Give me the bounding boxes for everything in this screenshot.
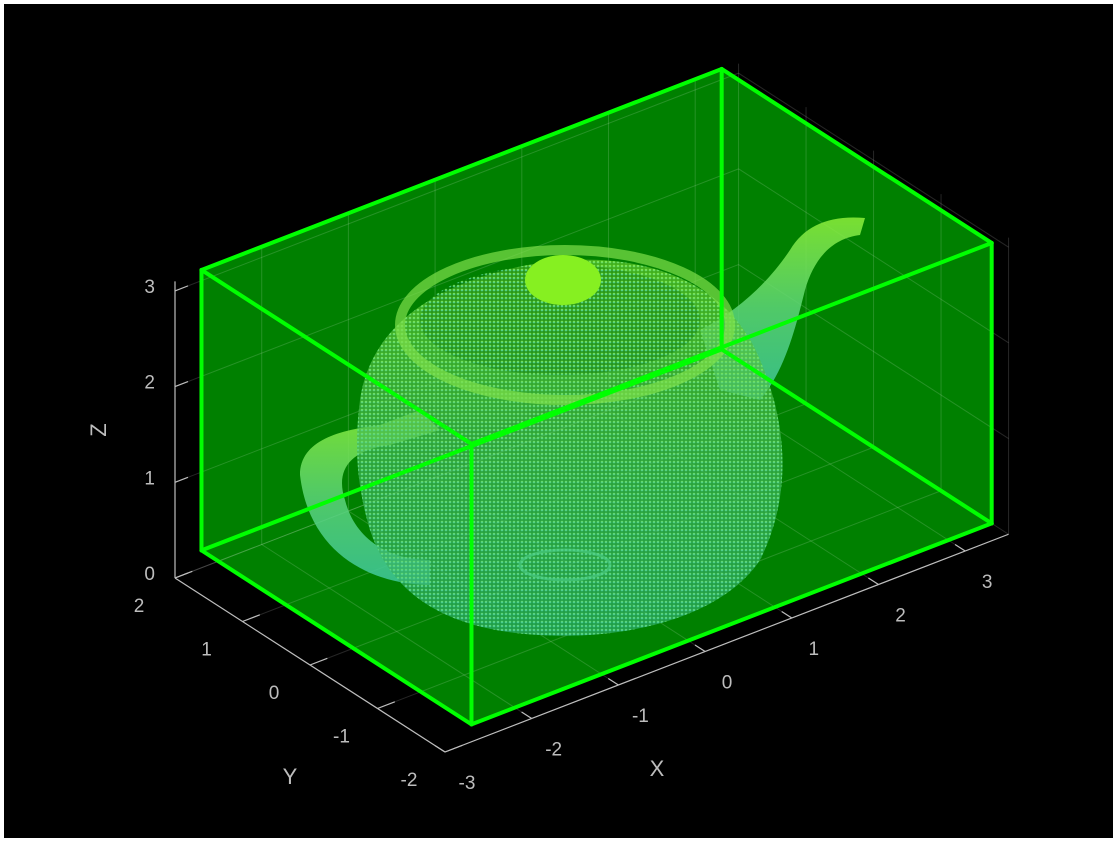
roi-edge — [199, 548, 474, 727]
x-tick — [521, 711, 533, 720]
x-tick-label: -2 — [545, 740, 562, 761]
grid-line — [174, 168, 739, 388]
y-tick — [444, 744, 463, 753]
x-tick — [954, 543, 966, 552]
y-tick-label: -1 — [333, 727, 350, 748]
front-layer: -3 -2 -1 0 1 2 3 -2 -1 0 1 2 0 1 2 3 — [134, 66, 1009, 794]
z-tick — [174, 476, 189, 483]
grid-line — [738, 72, 1009, 248]
x-tick — [868, 577, 879, 586]
x-tick — [781, 610, 793, 619]
x-tick-label: -1 — [632, 706, 649, 727]
x-tick — [434, 744, 446, 753]
x-tick — [694, 644, 706, 653]
grid-line — [738, 168, 1009, 344]
z-tick — [174, 572, 189, 579]
roi-edge — [469, 521, 994, 727]
x-tick-label: 0 — [722, 673, 733, 694]
z-axis-label: Z — [86, 423, 111, 436]
y-tick-label: -2 — [401, 770, 418, 791]
x-tick-label: 2 — [895, 606, 906, 627]
roi-edge — [199, 267, 474, 446]
z-tick-label: 0 — [144, 564, 155, 585]
x-tick-label: 3 — [982, 572, 993, 593]
y-tick-label: 2 — [134, 596, 145, 617]
y-tick — [309, 657, 328, 666]
roi-edge — [719, 66, 994, 245]
roi-edge — [199, 347, 724, 553]
x-tick — [607, 677, 619, 686]
z-tick — [174, 285, 189, 292]
y-tick — [242, 614, 261, 623]
x-axis — [444, 533, 1009, 753]
y-tick-label: 1 — [201, 640, 212, 661]
roi-edge — [719, 347, 994, 526]
roi-edge — [199, 66, 724, 272]
grid-line — [261, 544, 532, 719]
z-tick-label: 1 — [144, 468, 155, 489]
grid-line — [174, 72, 739, 292]
point-cloud — [300, 217, 865, 636]
y-tick — [377, 701, 396, 710]
x-tick-label: 1 — [809, 639, 820, 660]
x-axis-label: X — [650, 756, 665, 781]
z-tick-label: 3 — [144, 277, 155, 298]
y-tick-label: 0 — [269, 683, 280, 704]
z-tick — [174, 381, 189, 388]
z-tick-label: 2 — [144, 373, 155, 394]
x-tick-label: -3 — [459, 773, 476, 794]
y-axis-label: Y — [283, 764, 298, 789]
